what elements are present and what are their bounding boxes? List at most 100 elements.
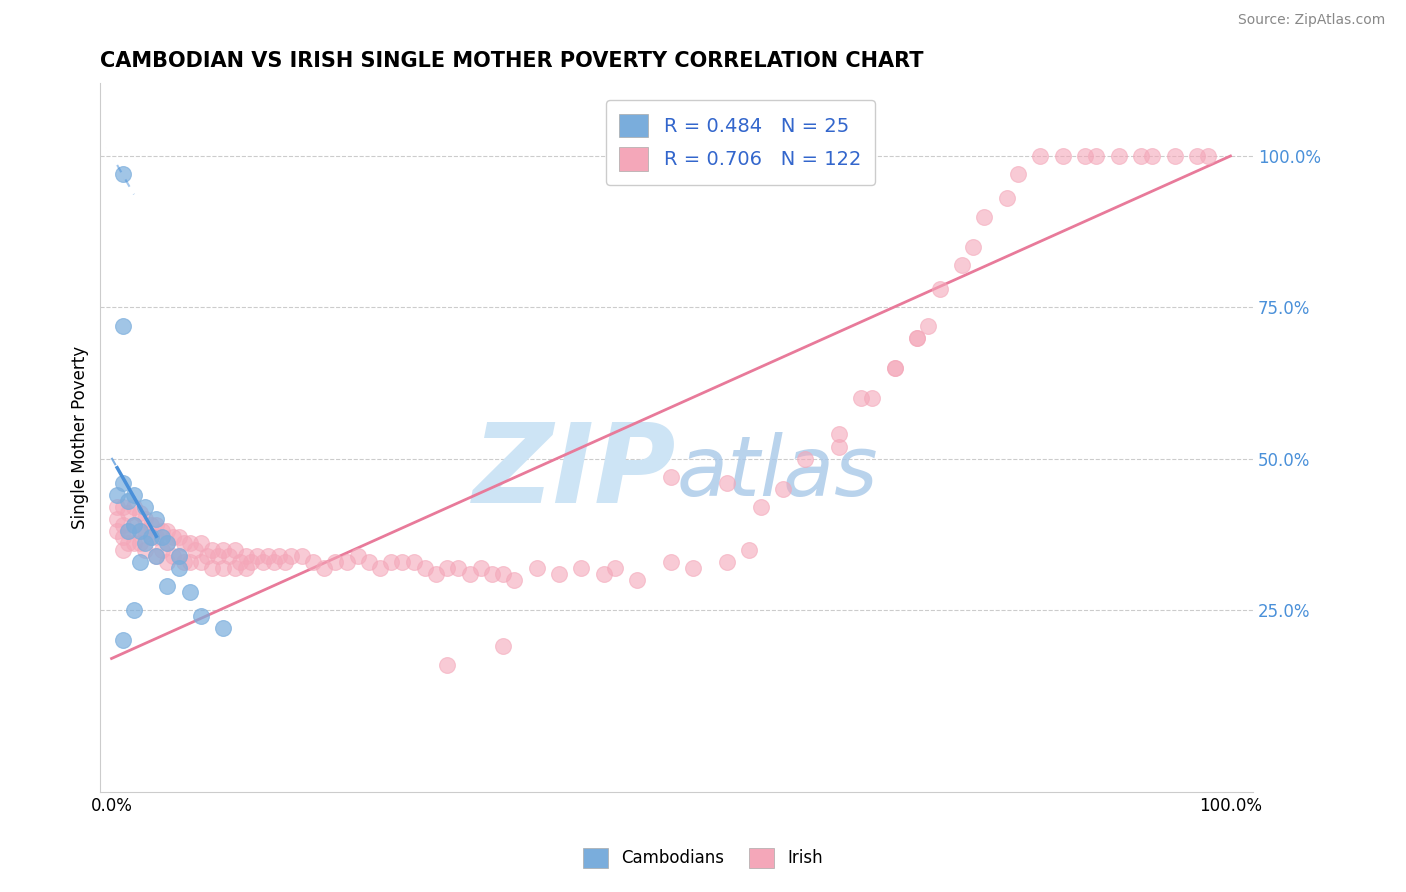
Point: [1140, 149, 1163, 163]
Point: [548, 566, 571, 581]
Point: [111, 542, 134, 557]
Point: [335, 555, 357, 569]
Point: [749, 500, 772, 515]
Point: [111, 167, 134, 181]
Point: [150, 542, 173, 557]
Point: [905, 331, 928, 345]
Point: [235, 560, 257, 574]
Point: [145, 530, 167, 544]
Point: [173, 555, 195, 569]
Point: [173, 536, 195, 550]
Point: [167, 530, 190, 544]
Point: [772, 482, 794, 496]
Text: ZIP: ZIP: [472, 419, 676, 526]
Point: [917, 318, 939, 333]
Point: [962, 240, 984, 254]
Point: [179, 536, 201, 550]
Point: [503, 573, 526, 587]
Point: [950, 258, 973, 272]
Text: Source: ZipAtlas.com: Source: ZipAtlas.com: [1237, 13, 1385, 28]
Point: [117, 524, 139, 539]
Point: [738, 542, 761, 557]
Point: [263, 555, 285, 569]
Point: [195, 549, 218, 563]
Point: [122, 518, 145, 533]
Point: [145, 518, 167, 533]
Point: [105, 488, 128, 502]
Point: [447, 560, 470, 574]
Point: [346, 549, 368, 563]
Point: [122, 488, 145, 502]
Point: [162, 530, 184, 544]
Point: [1185, 149, 1208, 163]
Point: [156, 555, 179, 569]
Point: [323, 555, 346, 569]
Point: [156, 536, 179, 550]
Point: [156, 536, 179, 550]
Point: [860, 391, 883, 405]
Point: [145, 549, 167, 563]
Point: [995, 191, 1018, 205]
Point: [179, 555, 201, 569]
Point: [190, 609, 212, 624]
Point: [150, 530, 173, 544]
Point: [302, 555, 325, 569]
Point: [603, 560, 626, 574]
Point: [481, 566, 503, 581]
Point: [402, 555, 425, 569]
Point: [190, 536, 212, 550]
Point: [212, 542, 235, 557]
Point: [794, 451, 817, 466]
Point: [571, 560, 593, 574]
Point: [436, 560, 458, 574]
Y-axis label: Single Mother Poverty: Single Mother Poverty: [72, 346, 89, 529]
Point: [492, 640, 515, 654]
Point: [150, 524, 173, 539]
Point: [280, 549, 302, 563]
Point: [1052, 149, 1074, 163]
Point: [1163, 149, 1185, 163]
Point: [828, 440, 851, 454]
Point: [122, 603, 145, 617]
Point: [207, 549, 229, 563]
Point: [413, 560, 436, 574]
Point: [105, 524, 128, 539]
Point: [1085, 149, 1108, 163]
Point: [111, 518, 134, 533]
Point: [380, 555, 402, 569]
Point: [246, 549, 269, 563]
Point: [139, 530, 162, 544]
Point: [252, 555, 274, 569]
Point: [682, 560, 704, 574]
Point: [659, 555, 682, 569]
Point: [928, 282, 950, 296]
Point: [526, 560, 548, 574]
Point: [828, 427, 851, 442]
Point: [314, 560, 336, 574]
Point: [905, 331, 928, 345]
Point: [269, 549, 291, 563]
Point: [201, 560, 224, 574]
Point: [257, 549, 280, 563]
Point: [224, 560, 246, 574]
Point: [973, 210, 995, 224]
Point: [1197, 149, 1219, 163]
Point: [111, 318, 134, 333]
Point: [117, 524, 139, 539]
Point: [111, 633, 134, 648]
Point: [201, 542, 224, 557]
Point: [167, 549, 190, 563]
Point: [212, 560, 235, 574]
Point: [145, 549, 167, 563]
Legend: Cambodians, Irish: Cambodians, Irish: [576, 841, 830, 875]
Point: [117, 506, 139, 520]
Point: [716, 555, 738, 569]
Point: [470, 560, 492, 574]
Point: [122, 518, 145, 533]
Point: [436, 657, 458, 672]
Point: [134, 512, 156, 526]
Point: [162, 549, 184, 563]
Point: [592, 566, 614, 581]
Point: [229, 555, 252, 569]
Point: [179, 585, 201, 599]
